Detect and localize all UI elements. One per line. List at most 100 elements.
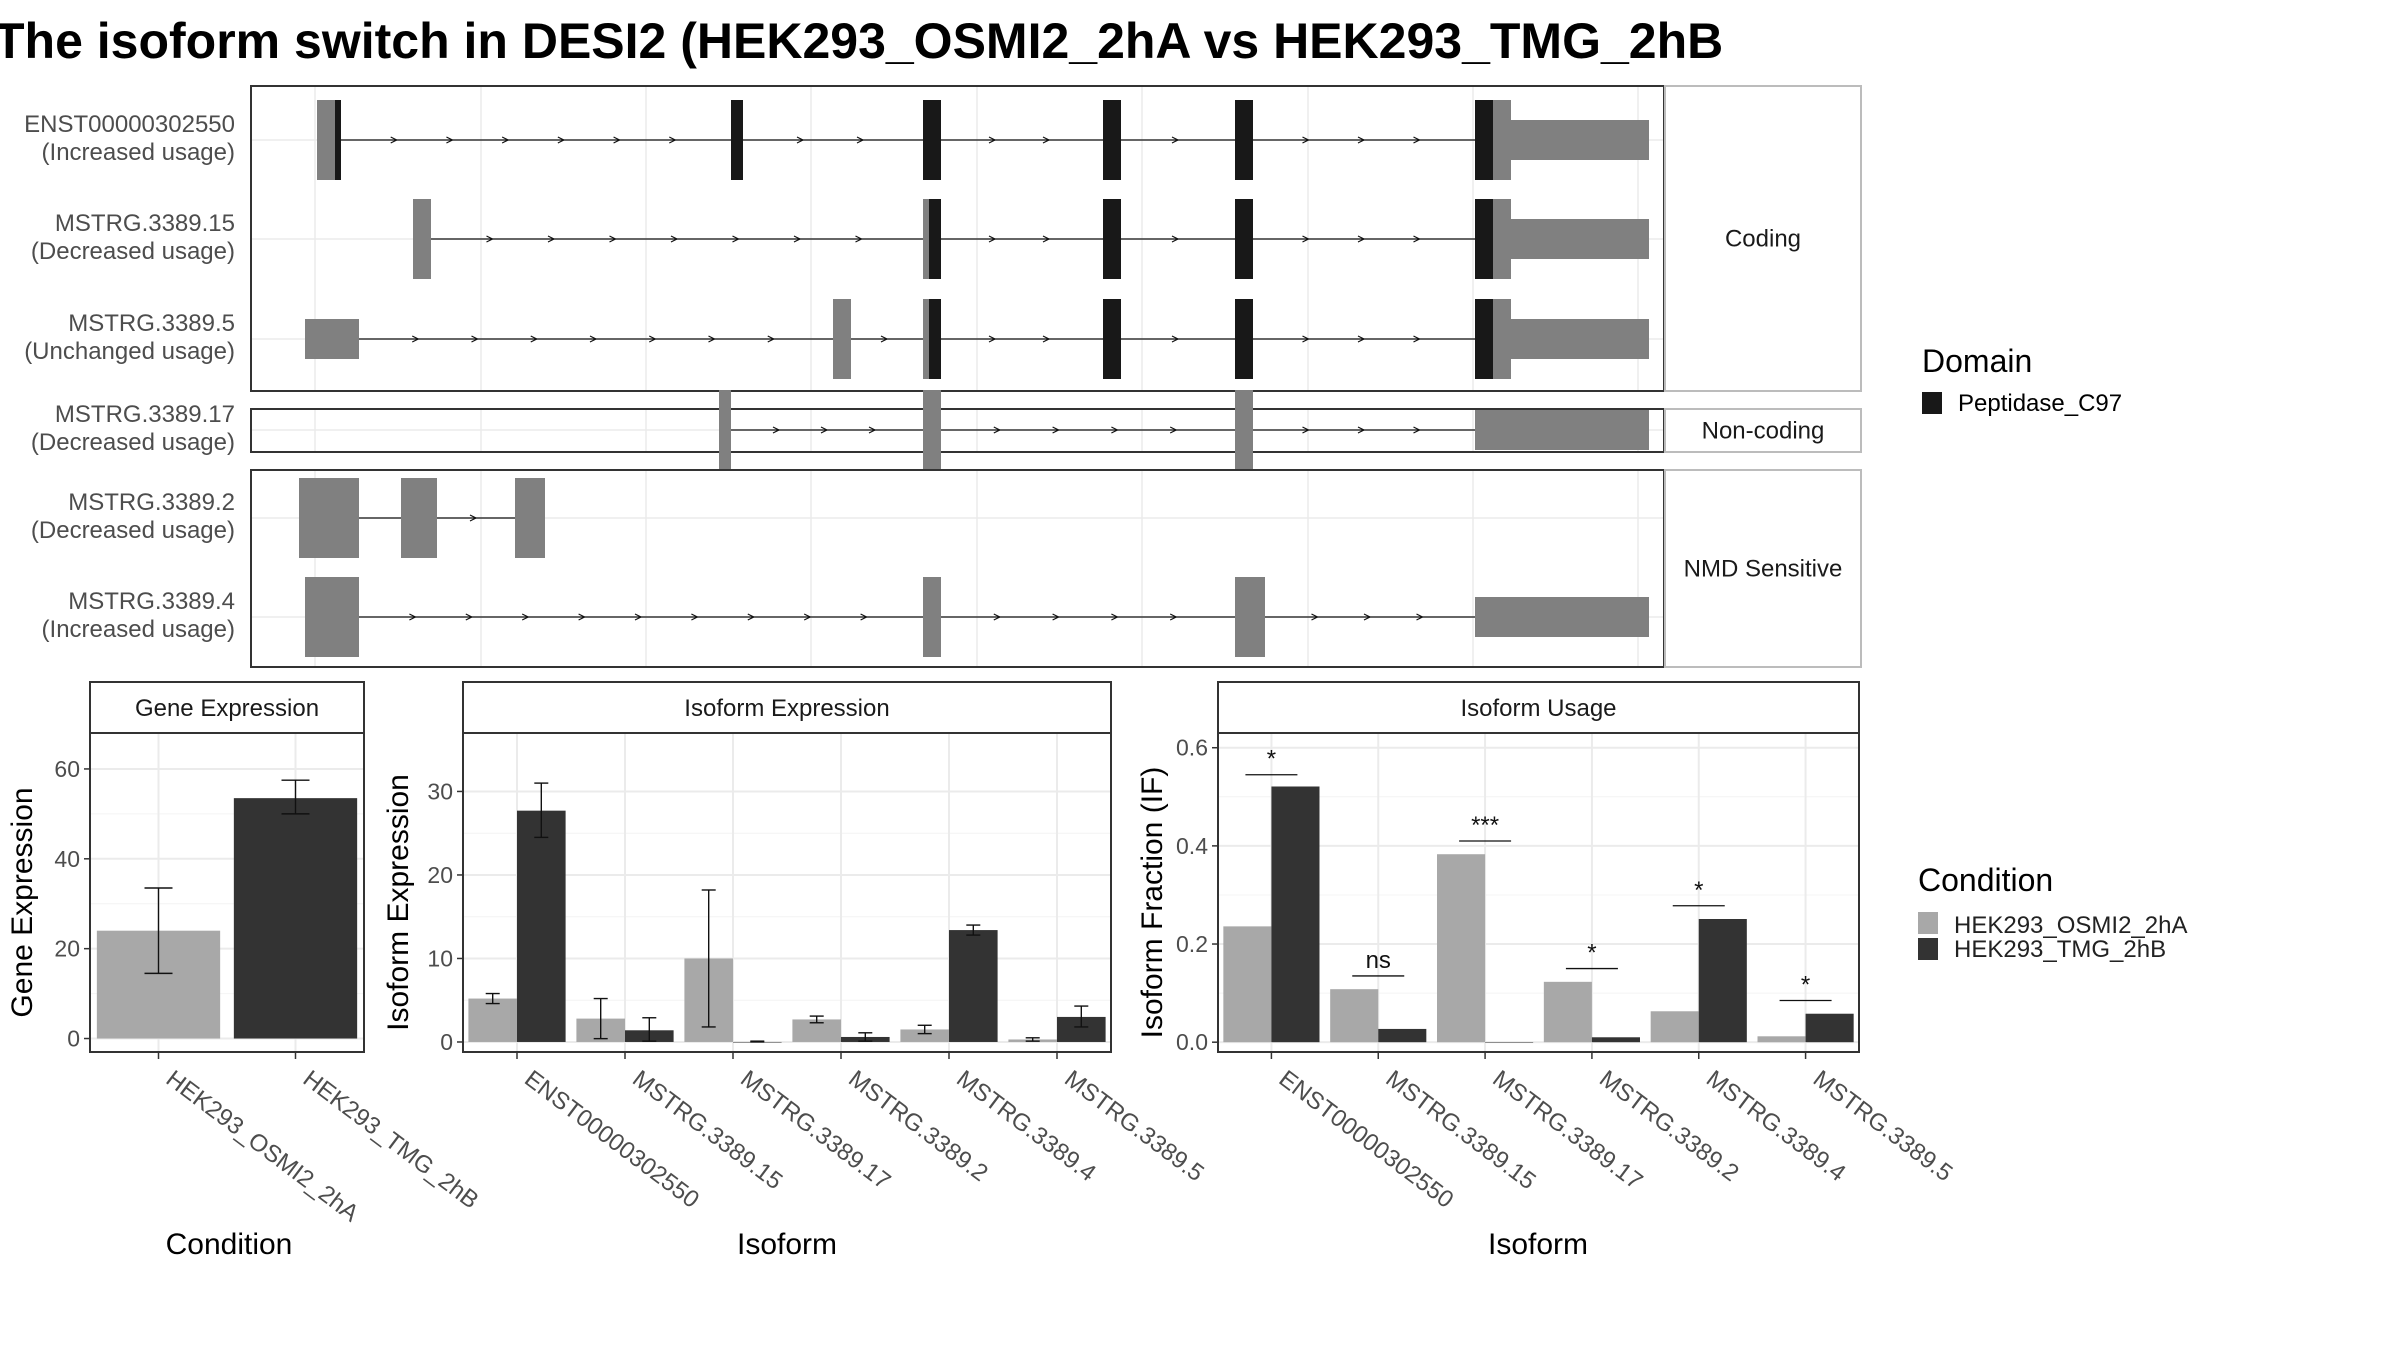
transcript-usage: (Decreased usage) bbox=[31, 429, 235, 456]
intron-arrow bbox=[732, 235, 740, 243]
y-tick-label: 60 bbox=[54, 756, 80, 782]
chart-strip-label: Isoform Expression bbox=[684, 695, 889, 722]
intron-arrow bbox=[486, 235, 494, 243]
intron-arrow bbox=[1413, 235, 1421, 243]
exon-block bbox=[1475, 410, 1649, 450]
condition-a-legend-label: HEK293_OSMI2_2hA bbox=[1954, 912, 2187, 939]
domain-exon bbox=[1475, 299, 1493, 379]
transcript-structure-panel: Coding ENST00000302550(Increased usage) MS… bbox=[24, 85, 1862, 668]
intron-arrow bbox=[469, 514, 478, 522]
exon-block bbox=[1235, 390, 1253, 470]
domain-exon bbox=[1235, 199, 1253, 279]
exon-block bbox=[305, 319, 359, 359]
bar bbox=[1757, 1036, 1806, 1043]
structure-group-strip bbox=[1664, 408, 1862, 453]
significance-label: * bbox=[1267, 746, 1276, 773]
exon-block bbox=[1493, 199, 1511, 279]
exon-block bbox=[1511, 319, 1649, 359]
exon-block bbox=[833, 299, 845, 379]
intron-arrow bbox=[1416, 613, 1424, 621]
intron-arrow bbox=[1413, 335, 1421, 343]
intron-arrow bbox=[868, 426, 877, 434]
intron-arrow bbox=[855, 235, 863, 243]
intron-arrow bbox=[1171, 235, 1180, 243]
domain-exon bbox=[923, 100, 941, 180]
intron-arrow bbox=[648, 335, 657, 343]
figure-title: The isoform switch in DESI2 (HEK293_OSMI… bbox=[0, 13, 1723, 69]
x-tick-label: ENST00000302550 bbox=[519, 1065, 704, 1213]
y-tick-label: 0.4 bbox=[1176, 833, 1208, 859]
bar bbox=[233, 798, 358, 1039]
condition-legend-title: Condition bbox=[1918, 862, 2053, 898]
bar bbox=[1805, 1013, 1854, 1043]
intron-arrow bbox=[993, 426, 1002, 434]
peptidase-c97-legend-label: Peptidase_C97 bbox=[1958, 390, 2122, 417]
exon-block bbox=[1511, 219, 1649, 259]
structure-group-label: NMD Sensitive bbox=[1684, 556, 1843, 583]
intron-arrow bbox=[547, 235, 556, 243]
exon-block bbox=[341, 577, 359, 657]
domain-exon bbox=[1475, 100, 1493, 180]
y-axis-title: Isoform Fraction (IF) bbox=[1136, 767, 1169, 1039]
x-axis-title: Isoform bbox=[737, 1228, 837, 1261]
peptidase-c97-legend-key bbox=[1922, 392, 1942, 414]
intron-arrow bbox=[767, 335, 776, 343]
y-tick-label: 0 bbox=[67, 1026, 80, 1052]
intron-arrow bbox=[747, 613, 756, 621]
transcript-row: MSTRG.3389.2(Decreased usage) bbox=[31, 478, 545, 558]
transcript-row: ENST00000302550(Increased usage) bbox=[24, 100, 1649, 180]
intron-arrow bbox=[446, 136, 454, 144]
transcript-usage: (Unchanged usage) bbox=[24, 338, 235, 365]
intron-arrow bbox=[390, 136, 399, 144]
intron-arrow bbox=[1357, 235, 1366, 243]
domain-exon bbox=[1235, 100, 1253, 180]
y-tick-label: 10 bbox=[427, 945, 453, 971]
chart-panel: 0.00.20.40.6 *ns******Isoform UsageENST00… bbox=[1136, 681, 1957, 1261]
intron-arrow bbox=[1363, 613, 1372, 621]
intron-arrow bbox=[1052, 613, 1060, 621]
intron-arrow bbox=[521, 613, 530, 621]
intron-arrow bbox=[793, 235, 802, 243]
chart-plot-bg bbox=[463, 733, 1111, 1052]
intron-arrow bbox=[1042, 335, 1051, 343]
condition-a-legend-key bbox=[1918, 912, 1938, 934]
exon-block bbox=[305, 577, 341, 657]
intron-arrow bbox=[1302, 335, 1310, 343]
transcript-name: MSTRG.3389.4 bbox=[68, 588, 235, 615]
x-axis-title: Condition bbox=[166, 1228, 293, 1261]
exon-block bbox=[1475, 597, 1649, 637]
intron-arrow bbox=[1311, 613, 1319, 621]
intron-arrow bbox=[670, 235, 679, 243]
chart-panel: 0 10 20 30 Isoform Expression ENST00000302550… bbox=[382, 681, 1209, 1261]
structure-group-label: Coding bbox=[1725, 226, 1801, 253]
transcript-row: MSTRG.3389.4(Increased usage) bbox=[42, 577, 1649, 657]
exon-block bbox=[299, 478, 341, 558]
intron-arrow bbox=[1357, 136, 1366, 144]
intron-arrow bbox=[613, 136, 621, 144]
exon-block bbox=[1511, 120, 1649, 160]
exon-block bbox=[413, 199, 431, 279]
domain-exon bbox=[1103, 299, 1121, 379]
intron-arrow bbox=[1357, 335, 1366, 343]
bar bbox=[900, 1029, 949, 1042]
y-tick-label: 30 bbox=[427, 778, 453, 804]
transcript-usage: (Increased usage) bbox=[42, 616, 235, 643]
intron-arrow bbox=[1169, 613, 1178, 621]
domain-exon bbox=[929, 299, 941, 379]
intron-arrow bbox=[1302, 235, 1310, 243]
intron-arrow bbox=[609, 235, 617, 243]
y-tick-label: 0.6 bbox=[1176, 735, 1208, 761]
intron-arrow bbox=[1111, 613, 1119, 621]
bar bbox=[1271, 786, 1320, 1043]
transcript-name: MSTRG.3389.17 bbox=[55, 401, 235, 428]
chart-strip bbox=[462, 681, 1112, 734]
intron-arrow bbox=[860, 613, 868, 621]
structure-group-strip bbox=[1664, 469, 1862, 668]
intron-arrow bbox=[691, 613, 699, 621]
intron-arrow bbox=[557, 136, 566, 144]
bar bbox=[1543, 981, 1592, 1043]
intron-arrow bbox=[1111, 426, 1119, 434]
exon-block bbox=[1241, 577, 1265, 657]
exon-block bbox=[923, 299, 929, 379]
